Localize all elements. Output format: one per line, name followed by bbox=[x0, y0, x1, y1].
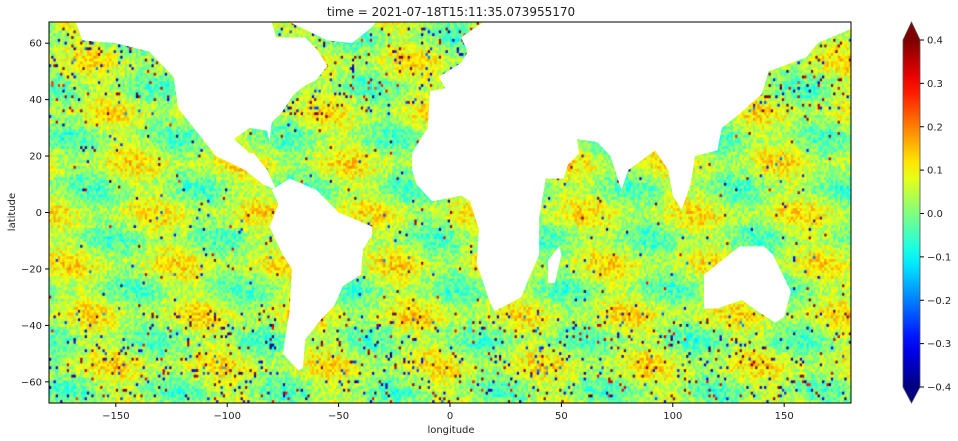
y-tick-label: 60 bbox=[29, 39, 42, 50]
y-axis-label: latitude bbox=[7, 193, 18, 231]
plot-area bbox=[48, 21, 852, 404]
colorbar-tick-label: 0.3 bbox=[927, 79, 943, 90]
y-tick-label: −40 bbox=[21, 321, 42, 332]
colorbar-tick-label: 0.4 bbox=[927, 36, 943, 47]
colorbar-tick-label: −0.1 bbox=[927, 252, 951, 263]
chart-title: time = 2021-07-18T15:11:35.073955170 bbox=[327, 5, 575, 19]
colorbar-tick-label: −0.4 bbox=[927, 383, 951, 394]
colorbar-gradient bbox=[903, 40, 920, 387]
x-axis-label: longitude bbox=[427, 425, 474, 436]
y-tick-label: −20 bbox=[21, 264, 42, 275]
x-tick-label: 50 bbox=[555, 411, 568, 422]
land-australia bbox=[703, 246, 791, 323]
y-tick-label: −60 bbox=[21, 377, 42, 388]
colorbar-extend-max bbox=[903, 22, 920, 40]
land-afro-eurasia bbox=[412, 22, 851, 312]
colorbar-tick-label: −0.2 bbox=[927, 296, 951, 307]
colorbar-tick-label: −0.3 bbox=[927, 339, 951, 350]
colorbar-tick-label: 0.2 bbox=[927, 122, 943, 133]
colorbar-ticks: 0.4 0.3 0.2 0.1 0.0 −0.1 −0.2 −0.3 −0.4 bbox=[920, 36, 951, 394]
x-tick-label: 0 bbox=[447, 411, 453, 422]
y-axis: −60 −40 −20 0 20 40 60 bbox=[21, 39, 49, 388]
land-greenland bbox=[289, 22, 377, 44]
colorbar: 0.4 0.3 0.2 0.1 0.0 −0.1 −0.2 −0.3 −0.4 bbox=[902, 21, 951, 404]
colorbar-tick-label: 0.1 bbox=[927, 166, 943, 177]
x-tick-label: 150 bbox=[775, 411, 794, 422]
land-madagascar bbox=[548, 246, 562, 284]
land-south-america bbox=[269, 178, 373, 371]
land-north-america bbox=[75, 22, 328, 190]
y-tick-label: 0 bbox=[36, 208, 42, 219]
y-tick-label: 20 bbox=[29, 152, 42, 163]
x-tick-label: −100 bbox=[213, 411, 240, 422]
x-tick-label: 100 bbox=[663, 411, 682, 422]
colorbar-tick-label: 0.0 bbox=[927, 209, 943, 220]
y-tick-label: 40 bbox=[29, 95, 42, 106]
colorbar-extend-min bbox=[903, 387, 920, 403]
x-axis: −150 −100 −50 0 50 100 150 bbox=[102, 403, 794, 422]
land-mask bbox=[75, 22, 851, 371]
x-tick-label: −50 bbox=[328, 411, 349, 422]
x-tick-label: −150 bbox=[102, 411, 129, 422]
